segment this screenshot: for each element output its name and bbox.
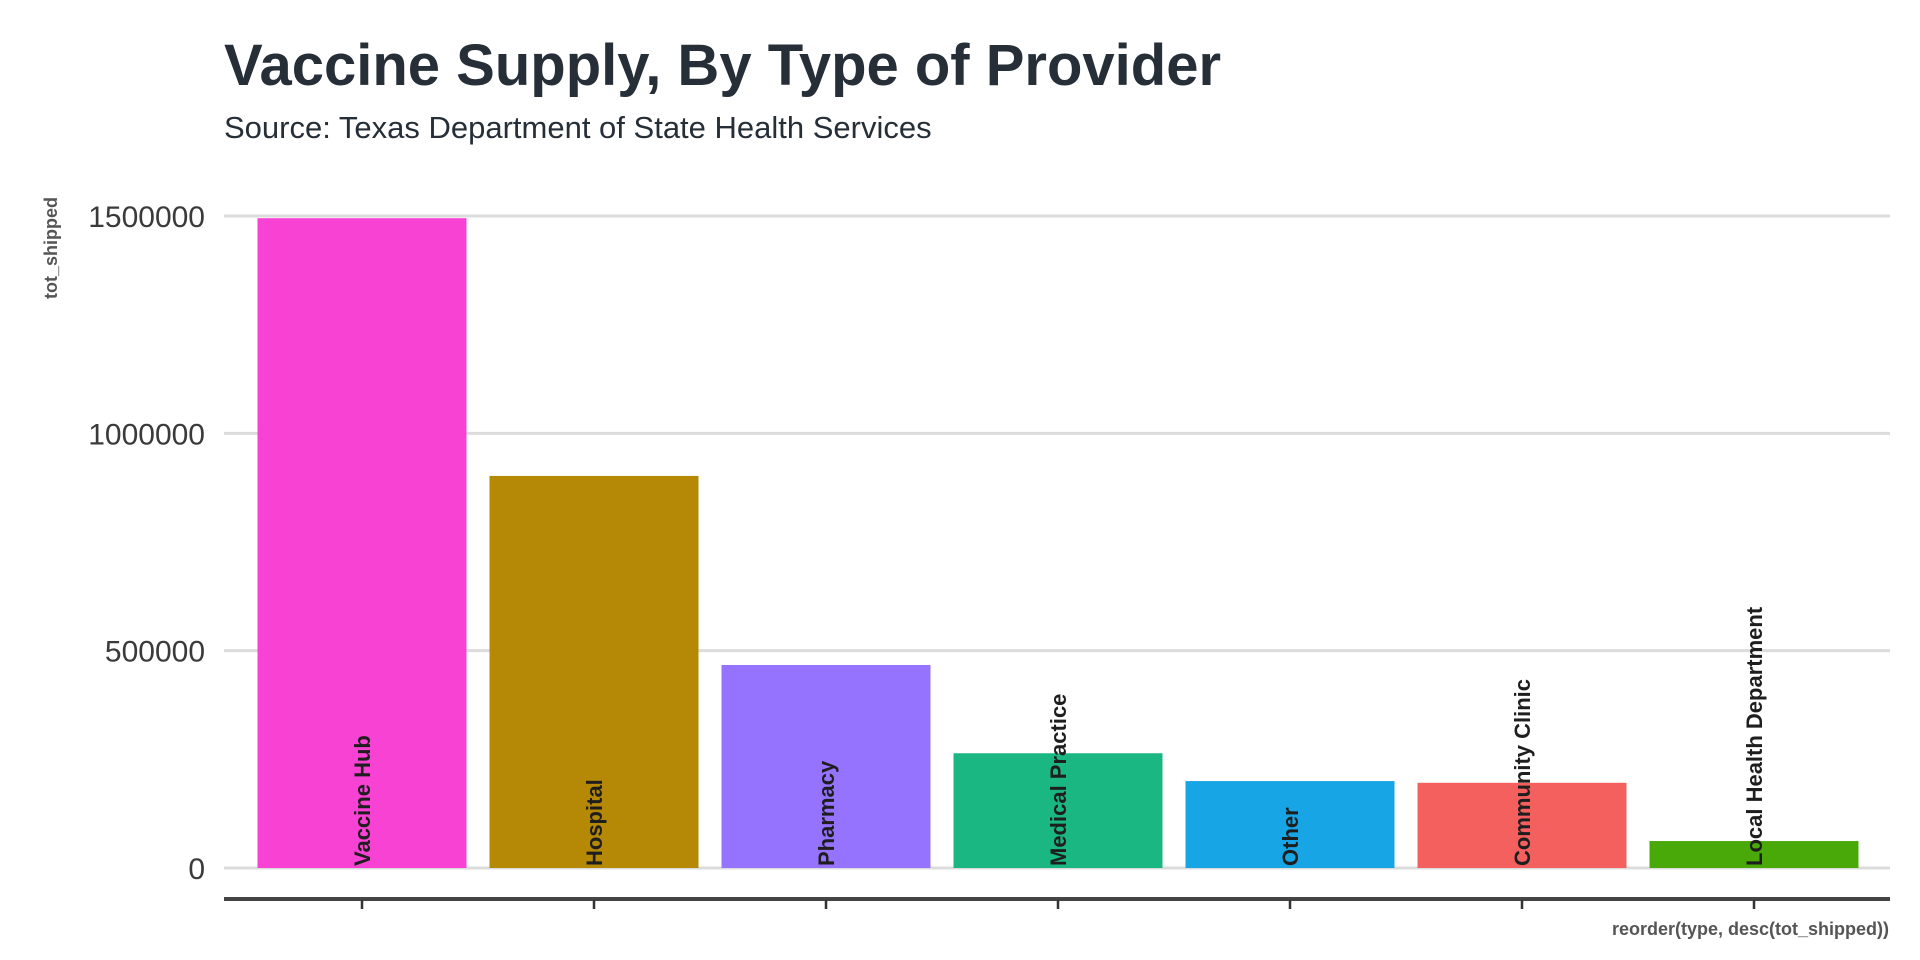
bar [953, 753, 1163, 868]
bar [489, 475, 699, 868]
bar-label: Local Health Department [1742, 606, 1767, 866]
bar-label: Community Clinic [1510, 679, 1535, 866]
chart-title: Vaccine Supply, By Type of Provider [224, 33, 1221, 98]
bar [1649, 841, 1859, 868]
y-tick-label: 0 [188, 853, 205, 886]
bar-label: Vaccine Hub [350, 735, 375, 866]
y-tick-label: 500000 [105, 636, 205, 669]
bar-label: Pharmacy [814, 760, 839, 866]
bar [1417, 782, 1627, 868]
y-tick-label: 1000000 [88, 418, 205, 451]
bar-label: Other [1278, 807, 1303, 866]
bar [1185, 781, 1395, 868]
bars [257, 218, 1859, 868]
bar-labels: Vaccine Hub Hospital Pharmacy Medical Pract… [350, 606, 1767, 866]
x-axis-title: reorder(type, desc(tot_shipped)) [1612, 919, 1889, 939]
y-axis-ticks: 0 500000 1000000 1500000 [88, 201, 205, 886]
bar [721, 665, 931, 868]
bar [257, 218, 467, 868]
x-axis-ticks [360, 900, 1756, 909]
bar-label: Medical Practice [1046, 694, 1071, 866]
y-axis-title: tot_shipped [41, 197, 61, 299]
bar-label: Hospital [582, 779, 607, 866]
y-tick-label: 1500000 [88, 201, 205, 234]
chart-subtitle: Source: Texas Department of State Health… [224, 110, 932, 145]
